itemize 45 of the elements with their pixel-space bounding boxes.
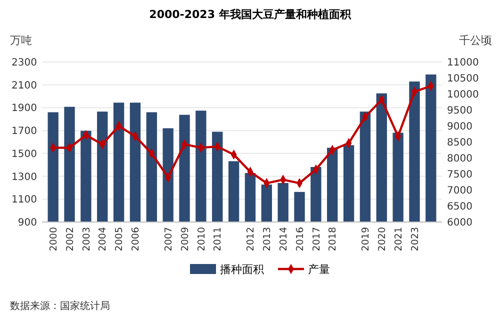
y2-tick-label: 10500 — [447, 74, 479, 84]
y2-tick-label: 11000 — [447, 58, 479, 68]
x-tick-label: 2007 — [163, 227, 174, 252]
x-tick-label: 2016 — [294, 227, 306, 252]
y2-tick-label: 9000 — [447, 122, 472, 132]
y-tick-label: 1300 — [12, 172, 37, 183]
y2-tick-label: 8000 — [447, 154, 472, 164]
y2-tick-label: 6500 — [447, 202, 472, 212]
y-tick-label: 2100 — [12, 80, 37, 92]
x-tick-label: 2010 — [196, 227, 208, 252]
chart-title: 2000-2023 年我国大豆产量和种植面积 — [149, 8, 352, 21]
x-tick-label: 2014 — [278, 227, 290, 252]
y-tick-label: 1900 — [12, 103, 37, 114]
legend-label: 产量 — [308, 262, 330, 276]
x-tick-label: 2000 — [48, 227, 60, 252]
y-tick-label: 1700 — [12, 126, 37, 138]
y2-tick-label: 9500 — [447, 106, 472, 116]
x-tick-label: 2005 — [114, 227, 126, 252]
y-tick-label: 2300 — [12, 58, 37, 68]
y2-axis-title: 千公顷 — [459, 34, 492, 47]
y2-tick-label: 7500 — [447, 170, 472, 180]
x-tick-label: 2004 — [98, 227, 109, 252]
x-tick-label: 2019 — [360, 227, 372, 252]
legend-label: 播种面积 — [220, 262, 264, 276]
y2-tick-label: 6000 — [447, 218, 472, 228]
x-tick-label: 2020 — [376, 227, 388, 252]
y-axis-title: 万吨 — [10, 34, 32, 47]
x-tick-label: 2011 — [212, 227, 224, 252]
y-tick-label: 900 — [18, 218, 37, 228]
x-tick-label: 2013 — [262, 227, 273, 252]
x-tick-label: 2006 — [130, 227, 142, 252]
y-tick-label: 1100 — [12, 194, 37, 206]
x-tick-label: 2003 — [81, 227, 92, 252]
source-note: 数据来源：国家统计局 — [10, 300, 110, 312]
x-tick-label: 2018 — [328, 227, 339, 252]
x-tick-label: 2023 — [410, 227, 421, 252]
y2-tick-label: 7000 — [447, 186, 472, 196]
y2-tick-label: 8500 — [447, 138, 472, 148]
y-tick-label: 1500 — [12, 148, 37, 160]
x-tick-label: 2002 — [64, 227, 76, 252]
x-tick-label: 2009 — [180, 227, 191, 252]
x-tick-label: 2012 — [246, 227, 257, 252]
x-tick-label: 2017 — [311, 227, 322, 252]
x-tick-label: 2021 — [393, 227, 404, 252]
y2-tick-label: 10000 — [447, 90, 479, 100]
